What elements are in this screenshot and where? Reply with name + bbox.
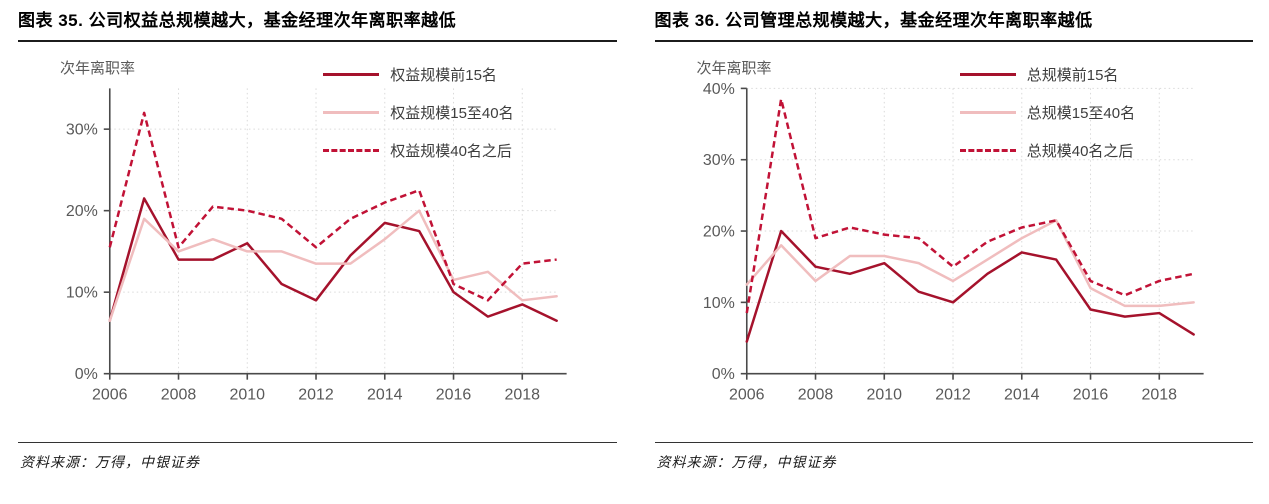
svg-text:30%: 30%: [66, 122, 98, 139]
legend-item: 总规模15至40名: [959, 102, 1136, 123]
svg-text:2008: 2008: [797, 387, 833, 404]
legend-line-dashed-red-icon: [323, 148, 380, 152]
legend-line-dashed-red-icon: [959, 148, 1016, 152]
figure-36-title: 图表 36. 公司管理总规模越大，基金经理次年离职率越低: [654, 6, 1253, 42]
figure-35-chart-area: 次年离职率 0% 10% 20% 30% 2006 2008 2010 2012 2014 201…: [18, 42, 617, 412]
legend-label: 权益规模15至40名: [390, 104, 514, 122]
svg-text:2018: 2018: [505, 387, 541, 404]
source-text: 资料来源：万得，中银证券: [656, 455, 837, 471]
legend-line-solid-dark-icon: [323, 72, 380, 76]
line-chart: 0% 10% 20% 30% 2006 2008 2010 2012 2014 2016 2018: [66, 88, 567, 404]
line-chart: 0% 10% 20% 30% 40% 2006 2008 2010 2012 2014 2016 20…: [702, 81, 1204, 404]
svg-text:10%: 10%: [702, 295, 734, 312]
y-axis-title: 次年离职率: [696, 59, 772, 77]
legend-label: 权益规模前15名: [390, 66, 497, 84]
legend-line-solid-dark-icon: [959, 72, 1016, 76]
source-block: 资料来源：万得，中银证券: [18, 441, 617, 472]
svg-text:2010: 2010: [866, 387, 902, 404]
svg-text:0%: 0%: [711, 366, 734, 383]
legend-item: 权益规模40名之后: [323, 140, 513, 161]
legend-item: 总规模前15名: [959, 64, 1135, 85]
svg-text:2006: 2006: [92, 387, 128, 404]
legend-line-solid-pink-icon: [959, 110, 1016, 114]
svg-text:2008: 2008: [161, 387, 197, 404]
legend-label: 总规模前15名: [1026, 66, 1119, 84]
legend-label: 总规模15至40名: [1026, 104, 1136, 122]
svg-text:2018: 2018: [1141, 387, 1177, 404]
legend-item: 权益规模15至40名: [323, 102, 514, 123]
legend-label: 总规模40名之后: [1026, 142, 1134, 160]
legend: 总规模前15名 总规模15至40名 总规模40名之后: [959, 64, 1136, 161]
svg-text:2014: 2014: [367, 387, 403, 404]
source-block: 资料来源：万得，中银证券: [654, 441, 1253, 472]
svg-text:2016: 2016: [1072, 387, 1108, 404]
svg-text:2012: 2012: [298, 387, 334, 404]
svg-text:20%: 20%: [702, 223, 734, 240]
svg-text:10%: 10%: [66, 285, 98, 302]
svg-text:2014: 2014: [1004, 387, 1040, 404]
source-text: 资料来源：万得，中银证券: [20, 455, 200, 471]
svg-text:30%: 30%: [702, 152, 734, 169]
svg-text:20%: 20%: [66, 203, 98, 220]
svg-text:2016: 2016: [436, 387, 472, 404]
svg-text:0%: 0%: [75, 366, 98, 383]
figure-35-panel: 图表 35. 公司权益总规模越大，基金经理次年离职率越低 次年离职率 0% 10%…: [18, 6, 617, 504]
svg-text:40%: 40%: [702, 81, 734, 98]
svg-text:2010: 2010: [230, 387, 266, 404]
legend-item: 权益规模前15名: [323, 64, 513, 85]
legend: 权益规模前15名 权益规模15至40名 权益规模40名之后: [323, 64, 514, 161]
figure-36-panel: 图表 36. 公司管理总规模越大，基金经理次年离职率越低 次年离职率 0% 10%…: [654, 6, 1254, 504]
svg-text:2012: 2012: [935, 387, 971, 404]
legend-label: 权益规模40名之后: [390, 142, 512, 160]
figure-35-title: 图表 35. 公司权益总规模越大，基金经理次年离职率越低: [18, 6, 617, 42]
legend-item: 总规模40名之后: [959, 140, 1135, 161]
legend-line-solid-pink-icon: [323, 110, 380, 114]
figure-36-chart-area: 次年离职率 0% 10% 20% 30% 40% 2006 2008 2010 2012 2014…: [655, 42, 1254, 412]
svg-text:2006: 2006: [729, 387, 765, 404]
y-axis-title: 次年离职率: [60, 59, 136, 77]
